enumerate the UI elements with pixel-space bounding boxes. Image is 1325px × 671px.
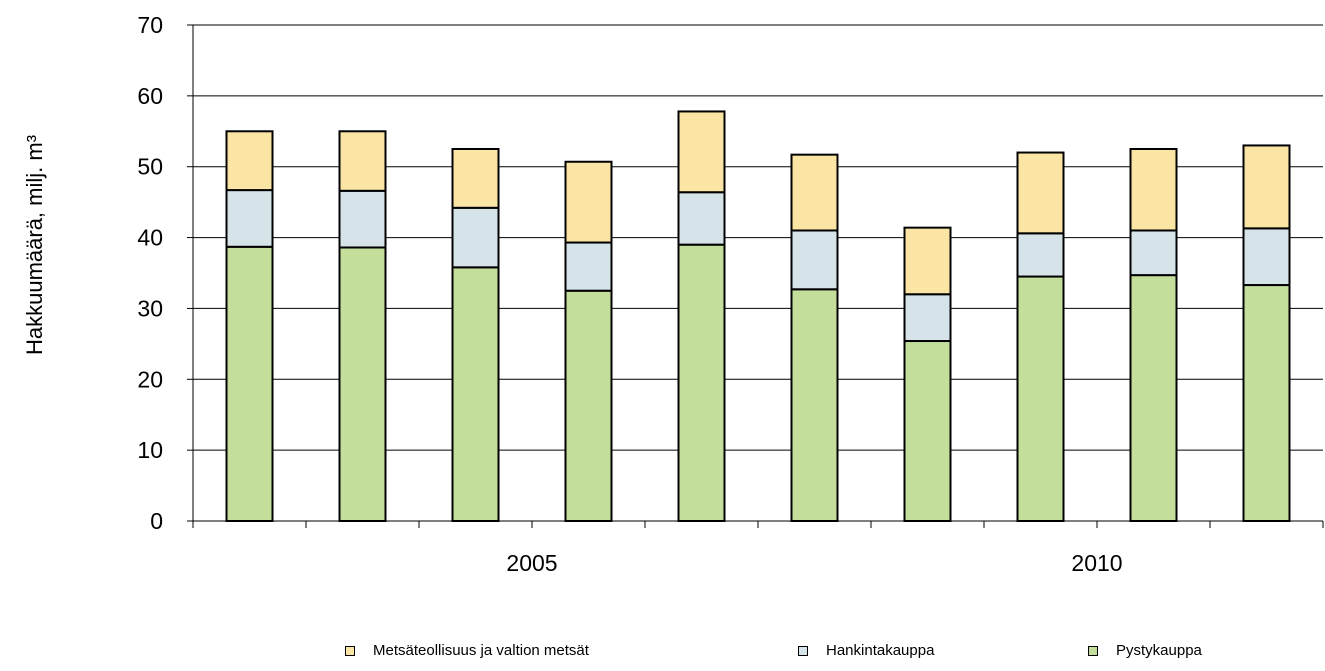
y-tick-label: 20: [137, 366, 163, 392]
bar-segment-2: [903, 293, 952, 343]
bar-segment-3: [338, 130, 387, 192]
bar-segment-2: [677, 191, 726, 246]
bars: [225, 110, 1291, 523]
bar-segment-1: [1016, 275, 1065, 522]
bar-segment-1: [790, 288, 839, 522]
y-tick-label: 40: [137, 225, 163, 251]
bar-segment-1: [903, 340, 952, 522]
bar-segment-3: [451, 148, 500, 209]
bar-segment-2: [338, 189, 387, 249]
y-tick-label: 10: [137, 437, 163, 463]
axes: 0 10 20 30 40 50 60 70 2005 2010: [137, 12, 1324, 576]
bar-segment-2: [225, 189, 274, 248]
bar-segment-1: [451, 266, 500, 522]
legend-swatch-hankintakauppa: [798, 645, 808, 656]
legend-swatch-metsateollisuus: [345, 645, 355, 656]
bar-segment-1: [677, 243, 726, 523]
bar-segment-3: [1242, 144, 1291, 230]
bar-segment-3: [1129, 148, 1178, 232]
legend: Metsäteollisuus ja valtion metsät Hankin…: [345, 642, 1245, 664]
legend-item-pystykauppa: Pystykauppa: [1088, 642, 1202, 659]
stacked-bar-chart: 0 10 20 30 40 50 60 70 2005 2010 Hakkuumäärä, mil…: [22, 12, 1324, 576]
bar-segment-3: [790, 153, 839, 232]
bar-segment-2: [1016, 232, 1065, 278]
bar-segment-3: [564, 160, 613, 244]
bar-segment-2: [790, 229, 839, 291]
bar-segment-1: [1129, 274, 1178, 522]
y-tick-label: 70: [137, 12, 163, 38]
bar-segment-1: [225, 245, 274, 522]
bar-segment-3: [677, 110, 726, 194]
legend-label-metsateollisuus: Metsäteollisuus ja valtion metsät: [373, 642, 589, 659]
bar-segment-2: [1242, 227, 1291, 287]
y-tick-label: 30: [137, 295, 163, 321]
bar-segment-2: [1129, 229, 1178, 277]
bar-segment-1: [338, 246, 387, 522]
x-tick-label: 2010: [1071, 550, 1122, 576]
legend-label-pystykauppa: Pystykauppa: [1116, 642, 1202, 659]
y-axis-title: Hakkuumäärä, milj. m³: [22, 135, 47, 355]
legend-label-hankintakauppa: Hankintakauppa: [826, 642, 935, 659]
legend-item-metsateollisuus: Metsäteollisuus ja valtion metsät: [345, 642, 589, 659]
bar-segment-1: [1242, 284, 1291, 522]
y-tick-label: 0: [150, 508, 163, 534]
bar-segment-2: [564, 241, 613, 292]
bar-segment-1: [564, 289, 613, 523]
legend-swatch-pystykauppa: [1088, 645, 1098, 656]
bar-segment-3: [1016, 151, 1065, 235]
bar-segment-3: [903, 226, 952, 296]
y-tick-label: 50: [137, 154, 163, 180]
x-tick-label: 2005: [506, 550, 557, 576]
legend-item-hankintakauppa: Hankintakauppa: [798, 642, 934, 659]
bar-segment-2: [451, 206, 500, 269]
bar-segment-3: [225, 130, 274, 192]
y-tick-label: 60: [137, 83, 163, 109]
